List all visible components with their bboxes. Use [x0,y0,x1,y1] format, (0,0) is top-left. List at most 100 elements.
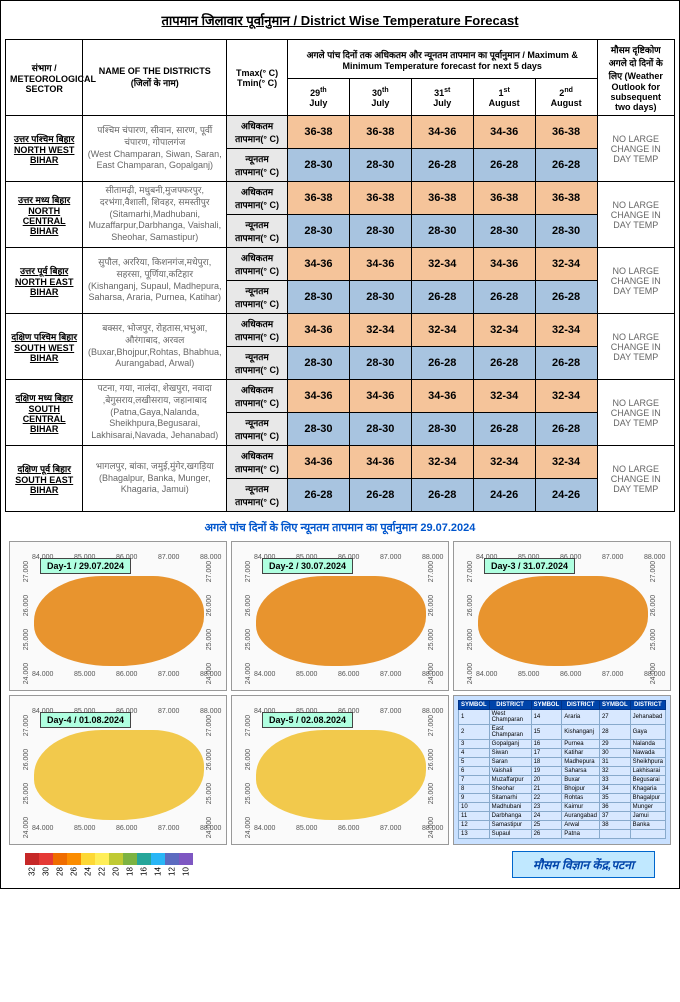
map-panel: 84.00084.00085.00085.00086.00086.00087.0… [453,541,671,691]
tmax-val: 32-34 [535,248,597,281]
hdr-next5: अगले पांच दिनों तक अधिकतम और न्यूनतम ताप… [287,40,597,79]
tmin-label: न्यूनतम तापमान(° C) [227,347,288,380]
forecast-table: संभाग / METEOROLOGICAL SECTOR NAME OF TH… [5,39,675,512]
tmax-label: अधिकतम तापमान(° C) [227,314,288,347]
map-panel: 84.00084.00085.00085.00086.00086.00087.0… [9,695,227,845]
tmin-val: 28-30 [287,347,349,380]
tmin-val: 26-28 [411,347,473,380]
tmax-val: 34-36 [411,116,473,149]
tmax-val: 32-34 [473,380,535,413]
date-header: 31stJuly [411,79,473,116]
tmin-label: न्यूनतम तापमान(° C) [227,413,288,446]
tmin-val: 28-30 [287,215,349,248]
tmax-label: अधिकतम तापमान(° C) [227,446,288,479]
tmax-val: 32-34 [535,446,597,479]
tmin-label: न्यूनतम तापमान(° C) [227,281,288,314]
map-panel: 84.00084.00085.00085.00086.00086.00087.0… [231,695,449,845]
sector-cell: दक्षिण मध्य बिहार SOUTH CENTRAL BIHAR [6,380,83,446]
district-cell: पश्चिम चंपारण, सीवान, सारण, पूर्वी चंपार… [83,116,227,182]
outlook-cell: NO LARGE CHANGE IN DAY TEMP [597,182,674,248]
tmin-val: 26-28 [473,347,535,380]
tmax-val: 36-38 [535,116,597,149]
tmin-val: 28-30 [411,215,473,248]
date-header: 30thJuly [349,79,411,116]
hdr-tmax: Tmax(° C) Tmin(° C) [227,40,288,116]
tmin-label: न्यूनतम तापमान(° C) [227,479,288,512]
district-cell: सुपौल, अररिया, किशनगंज,मधेपुरा, सहरसा, प… [83,248,227,314]
tmin-val: 28-30 [349,281,411,314]
tmin-val: 28-30 [349,215,411,248]
map-panel: 84.00084.00085.00085.00086.00086.00087.0… [9,541,227,691]
sector-cell: उत्तर पश्चिम बिहार NORTH WEST BIHAR [6,116,83,182]
date-header: 1stAugust [473,79,535,116]
tmin-val: 26-28 [473,281,535,314]
tmin-val: 28-30 [473,215,535,248]
tmin-val: 26-28 [411,281,473,314]
sector-cell: उत्तर मध्य बिहार NORTH CENTRAL BIHAR [6,182,83,248]
tmin-val: 26-28 [535,347,597,380]
district-cell: पटना, गया, नालंदा, शेखपुरा, नवादा ,बेगुस… [83,380,227,446]
sector-cell: दक्षिण पूर्व बिहार SOUTH EAST BIHAR [6,446,83,512]
tmax-label: अधिकतम तापमान(° C) [227,116,288,149]
tmax-val: 36-38 [349,182,411,215]
outlook-cell: NO LARGE CHANGE IN DAY TEMP [597,116,674,182]
map-tag: Day-4 / 01.08.2024 [40,712,131,728]
footer-location: मौसम विज्ञान केंद्र,पटना [512,851,655,878]
tmax-val: 34-36 [349,446,411,479]
map-tag: Day-1 / 29.07.2024 [40,558,131,574]
tmin-val: 28-30 [287,281,349,314]
tmin-val: 28-30 [287,413,349,446]
tmax-val: 34-36 [473,116,535,149]
date-header: 29thJuly [287,79,349,116]
tmin-val: 26-28 [287,479,349,512]
sector-cell: उत्तर पूर्व बिहार NORTH EAST BIHAR [6,248,83,314]
maps-container: 84.00084.00085.00085.00086.00086.00087.0… [5,541,675,845]
tmax-val: 34-36 [349,380,411,413]
map-band-title: अगले पांच दिनों के लिए न्यूनतम तापमान का… [5,512,675,541]
tmax-val: 34-36 [411,380,473,413]
tmin-val: 26-28 [473,149,535,182]
tmax-label: अधिकतम तापमान(° C) [227,248,288,281]
tmin-val: 28-30 [287,149,349,182]
tmax-val: 32-34 [411,314,473,347]
outlook-cell: NO LARGE CHANGE IN DAY TEMP [597,446,674,512]
hdr-outlook: मौसम दृष्टिकोण अगले दो दिनों के लिए (Wea… [597,40,674,116]
hdr-district: NAME OF THE DISTRICTS (जिलों के नाम) [83,40,227,116]
tmax-val: 32-34 [411,446,473,479]
tmax-val: 36-38 [349,116,411,149]
tmax-val: 32-34 [473,314,535,347]
tmin-label: न्यूनतम तापमान(° C) [227,215,288,248]
tmin-val: 26-28 [535,281,597,314]
district-cell: भागलपुर, बांका, जमुई,मुंगेर,खगड़िया(Bhag… [83,446,227,512]
tmin-val: 26-28 [411,479,473,512]
sector-cell: दक्षिण पश्चिम बिहार SOUTH WEST BIHAR [6,314,83,380]
map-tag: Day-5 / 02.08.2024 [262,712,353,728]
tmax-val: 36-38 [287,182,349,215]
outlook-cell: NO LARGE CHANGE IN DAY TEMP [597,380,674,446]
map-tag: Day-2 / 30.07.2024 [262,558,353,574]
tmax-val: 32-34 [349,314,411,347]
map-tag: Day-3 / 31.07.2024 [484,558,575,574]
district-cell: बक्सर, भोजपुर, रोहतास,भभुआ, औरंगाबाद, अर… [83,314,227,380]
tmax-val: 36-38 [535,182,597,215]
legend-panel: SYMBOLDISTRICTSYMBOLDISTRICTSYMBOLDISTRI… [453,695,671,845]
tmax-val: 32-34 [535,380,597,413]
tmax-val: 36-38 [411,182,473,215]
page-title: तापमान जिलावार पूर्वानुमान / District Wi… [5,5,675,39]
tmax-val: 32-34 [535,314,597,347]
tmax-val: 34-36 [287,446,349,479]
tmax-val: 36-38 [473,182,535,215]
tmin-val: 26-28 [349,479,411,512]
outlook-cell: NO LARGE CHANGE IN DAY TEMP [597,248,674,314]
tmax-val: 32-34 [473,446,535,479]
map-panel: 84.00084.00085.00085.00086.00086.00087.0… [231,541,449,691]
tmax-val: 34-36 [287,380,349,413]
tmax-val: 34-36 [473,248,535,281]
hdr-sector: संभाग / METEOROLOGICAL SECTOR [6,40,83,116]
tmin-val: 28-30 [535,215,597,248]
tmin-val: 28-30 [349,413,411,446]
tmin-val: 26-28 [535,149,597,182]
tmax-label: अधिकतम तापमान(° C) [227,182,288,215]
date-header: 2ndAugust [535,79,597,116]
outlook-cell: NO LARGE CHANGE IN DAY TEMP [597,314,674,380]
